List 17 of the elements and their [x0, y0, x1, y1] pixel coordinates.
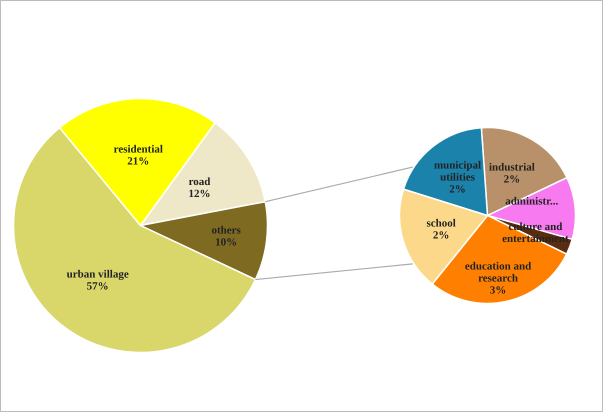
data-label: 3%	[490, 284, 506, 297]
slice-label: school	[426, 218, 456, 230]
data-label: 12%	[188, 188, 210, 200]
slice-label: others	[212, 224, 242, 236]
data-label: 57%	[86, 280, 109, 293]
slice-label: industrial	[488, 162, 535, 174]
slice-label: municipal utilities	[434, 160, 482, 184]
data-label: 10%	[215, 236, 238, 248]
data-label: 2%	[432, 230, 450, 242]
slice-label: culture and entertainment	[502, 220, 570, 245]
slice-label: residential	[114, 144, 163, 156]
data-label: 2%	[504, 174, 520, 186]
slice-label: urban village	[66, 268, 129, 281]
data-label: 2%	[449, 184, 466, 196]
slice-label: road	[188, 176, 210, 188]
data-label: 21%	[127, 156, 150, 168]
slice-label: education and research	[464, 260, 532, 285]
